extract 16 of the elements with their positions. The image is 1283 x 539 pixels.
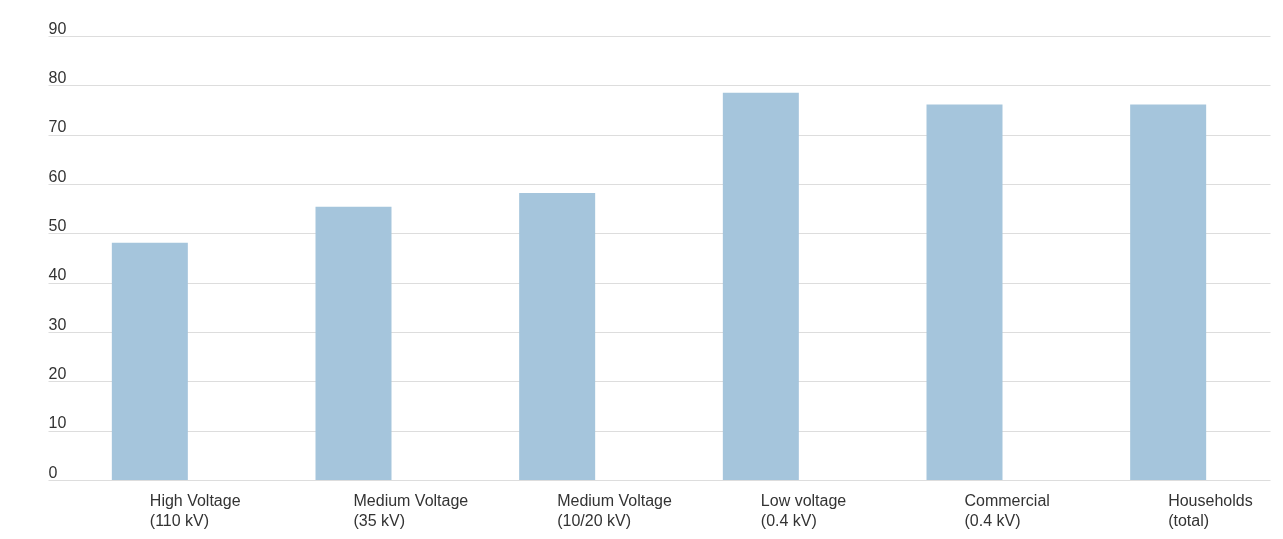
- x-tick-label: Medium Voltage (10/20 kV): [557, 491, 672, 529]
- y-tick-label: 90: [48, 19, 67, 37]
- y-tick-label: 70: [48, 118, 67, 136]
- x-tick-label: Commercial (0.4 kV): [964, 491, 1050, 529]
- y-tick-label: 80: [48, 68, 67, 86]
- x-tick-label: Households (total): [1168, 491, 1253, 529]
- y-tick-label: 50: [48, 216, 67, 234]
- y-tick-label: 20: [48, 364, 67, 382]
- x-tick-label: Low voltage (0.4 kV): [760, 491, 847, 529]
- y-tick-label: 0: [48, 463, 58, 481]
- y-tick-label: 60: [48, 167, 67, 185]
- x-tick-label: High Voltage (110 kV): [149, 491, 241, 529]
- y-tick-label: 40: [48, 266, 67, 284]
- y-tick-label: 30: [48, 315, 67, 333]
- y-tick-label: 10: [48, 414, 67, 432]
- x-tick-label: Medium Voltage (35 kV): [353, 491, 469, 529]
